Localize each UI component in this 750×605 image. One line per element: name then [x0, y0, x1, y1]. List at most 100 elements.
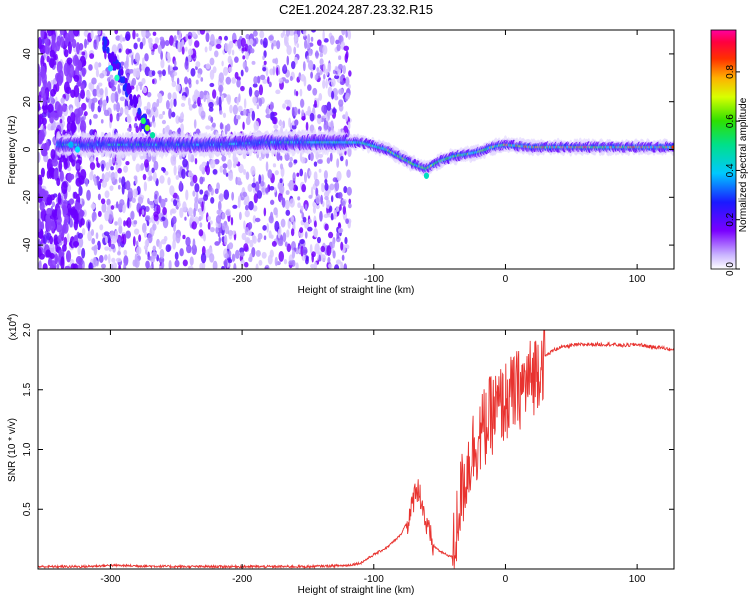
spectrogram-noise-cell — [159, 175, 165, 184]
spectrogram-noise-cell — [283, 64, 287, 71]
spectrogram-noise-cell — [331, 90, 335, 100]
spectrogram-noise-cell — [242, 121, 245, 131]
spectrogram-noise-cell — [133, 220, 138, 225]
spectrogram-noise-cell — [85, 177, 89, 187]
spectrogram-noise-cell — [152, 101, 158, 112]
spectrogram-noise-cell — [100, 119, 104, 124]
spectrogram-noise-cell — [62, 244, 67, 252]
spectrogram-noise-cell — [133, 101, 138, 109]
spectrogram-noise-cell — [272, 163, 277, 168]
spectrogram-noise-cell — [55, 72, 60, 82]
spectrogram-noise-cell — [244, 261, 249, 268]
spectrogram-noise-cell — [94, 61, 99, 71]
spectrogram-noise-cell — [120, 68, 124, 76]
spectrogram-noise-cell — [340, 155, 344, 162]
spectrogram-noise-cell — [138, 196, 144, 205]
spectrogram-noise-cell — [119, 34, 123, 43]
spectrogram-noise-cell — [181, 46, 185, 55]
spectrogram-noise-cell — [158, 214, 162, 220]
spectrogram-noise-cell — [263, 60, 267, 65]
snr-series-line — [38, 330, 674, 569]
spectrogram-noise-cell — [316, 67, 320, 73]
spectrogram-noise-cell — [47, 258, 52, 267]
spectrogram-noise-cell — [336, 231, 340, 240]
spectrogram-peak-cell — [74, 146, 81, 153]
spectrogram-noise-cell — [294, 119, 299, 126]
spectrogram-noise-cell — [249, 239, 254, 248]
snr-ytick-label: 0.5 — [22, 502, 33, 516]
spectrogram-noise-cell — [57, 234, 62, 244]
spectrogram-noise-cell — [92, 256, 97, 268]
spectrogram-noise-cell — [248, 200, 254, 211]
spectrogram-noise-cell — [290, 228, 295, 237]
spectrogram-noise-cell — [318, 168, 322, 173]
spectrogram-noise-cell — [106, 77, 112, 83]
spectrogram-noise-cell — [151, 251, 158, 260]
spectrogram-noise-cell — [282, 232, 287, 243]
spectrogram-noise-cell — [317, 153, 324, 159]
spectrogram-noise-cell — [282, 120, 286, 129]
spectrogram-noise-cell — [102, 99, 107, 107]
spectrogram-noise-cell — [53, 234, 59, 246]
spectrogram-noise-cell — [207, 216, 211, 221]
spectrogram-noise-cell — [193, 207, 196, 218]
spectrogram-noise-cell — [103, 38, 108, 46]
spectrogram-noise-cell — [205, 63, 211, 70]
spectrogram-noise-cell — [314, 243, 320, 255]
spectrogram-noise-cell — [91, 237, 96, 245]
spectrogram-noise-cell — [86, 90, 91, 99]
spectrogram-noise-cell — [309, 151, 314, 162]
spectrogram-noise-cell — [38, 239, 41, 245]
spectrogram-noise-cell — [81, 51, 86, 56]
spectrogram-noise-cell — [157, 70, 163, 75]
spectrogram-noise-cell — [102, 44, 106, 52]
spectrogram-noise-cell — [141, 30, 147, 38]
spectrogram-noise-cell — [338, 35, 342, 46]
spectrogram-noise-cell — [49, 235, 54, 245]
spectrogram-noise-cell — [117, 167, 122, 174]
spectrogram-noise-cell — [199, 90, 204, 100]
spectrogram-noise-cell — [187, 97, 191, 107]
spectrogram-noise-cell — [123, 249, 128, 256]
spectrogram-noise-cell — [50, 125, 54, 131]
spectrogram-noise-cell — [337, 227, 344, 234]
spectrogram-noise-cell — [348, 70, 352, 77]
spectrogram-noise-cell — [290, 60, 296, 70]
spectrogram-noise-cell — [104, 246, 110, 251]
spectrogram-noise-cell — [164, 197, 168, 203]
spectrogram-noise-cell — [109, 113, 113, 123]
spectrogram-noise-cell — [64, 265, 71, 269]
spectrogram-noise-cell — [93, 244, 98, 256]
spectrogram-noise-cell — [70, 111, 76, 124]
spectrogram-noise-cell — [123, 220, 126, 227]
spectrogram-noise-cell — [147, 170, 152, 176]
spectrogram-noise-cell — [199, 30, 206, 35]
spectrogram-noise-cell — [171, 72, 175, 83]
spectrogram-noise-cell — [49, 49, 56, 58]
spectrogram-noise-cell — [262, 67, 267, 72]
spectrogram-noise-cell — [289, 75, 293, 82]
spectrogram-noise-cell — [247, 222, 253, 230]
spectrogram-noise-cell — [317, 114, 322, 119]
spectrogram-noise-cell — [127, 187, 133, 199]
spectrogram-noise-cell — [185, 189, 189, 201]
snr-xtick-label: 0 — [503, 574, 509, 585]
spectrogram-noise-cell — [237, 105, 243, 113]
spectrogram-noise-cell — [316, 236, 322, 244]
spectrogram-noise-cell — [49, 219, 56, 231]
spectrogram-noise-cell — [312, 87, 318, 96]
spectrogram-noise-cell — [345, 92, 350, 100]
spectrogram-noise-cell — [42, 263, 48, 269]
spectrogram-noise-cell — [110, 263, 114, 269]
spectrogram-noise-cell — [309, 112, 315, 122]
spectrogram-noise-cell — [154, 37, 160, 45]
spectrogram-noise-cell — [89, 162, 96, 170]
spectrogram-noise-cell — [104, 86, 108, 98]
spectrogram-noise-cell — [306, 256, 309, 262]
spectrogram-noise-cell — [199, 189, 204, 195]
spectrogram-noise-cell — [187, 207, 194, 217]
spectrogram-ytick-label: 40 — [22, 48, 33, 60]
spectrogram-noise-cell — [72, 30, 80, 37]
spectrogram-noise-cell — [209, 226, 215, 233]
spectrogram-noise-cell — [180, 102, 186, 108]
